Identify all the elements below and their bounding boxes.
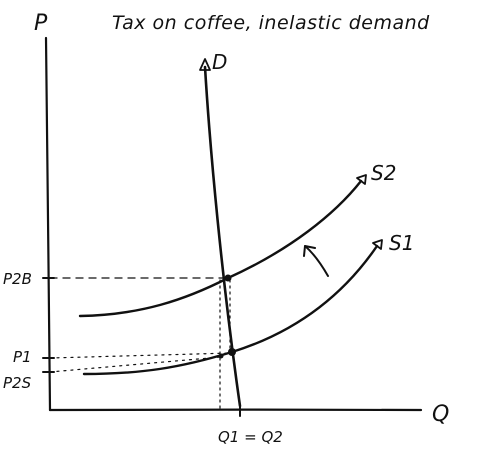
diagram-title: Tax on coffee, inelastic demand: [112, 12, 430, 34]
original-equilibrium-point: [228, 348, 236, 356]
original-price-guide: [49, 352, 233, 359]
supply-s1-arrowhead: [372, 239, 383, 250]
seller-price-label: P2S: [3, 374, 32, 392]
quantity-axis-label: Q: [432, 402, 449, 427]
supply-s2-label: S2: [371, 161, 396, 185]
quantity-label: Q1 = Q2: [218, 428, 283, 446]
shift-arrow: [304, 245, 329, 277]
price-axis-label: P: [34, 11, 48, 36]
demand-label: D: [212, 50, 227, 74]
supply-s1-label: S1: [389, 231, 414, 255]
demand-curve: [203, 65, 242, 408]
shift-arrowhead-icon: [303, 245, 316, 257]
buyer-price-label: P2B: [3, 270, 32, 288]
supply-s2-arrowhead: [356, 174, 367, 185]
seller-price-guide: [49, 356, 222, 373]
demand-arrowhead: [199, 58, 211, 71]
price-axis: [44, 36, 52, 412]
original-price-label: P1: [13, 348, 32, 366]
